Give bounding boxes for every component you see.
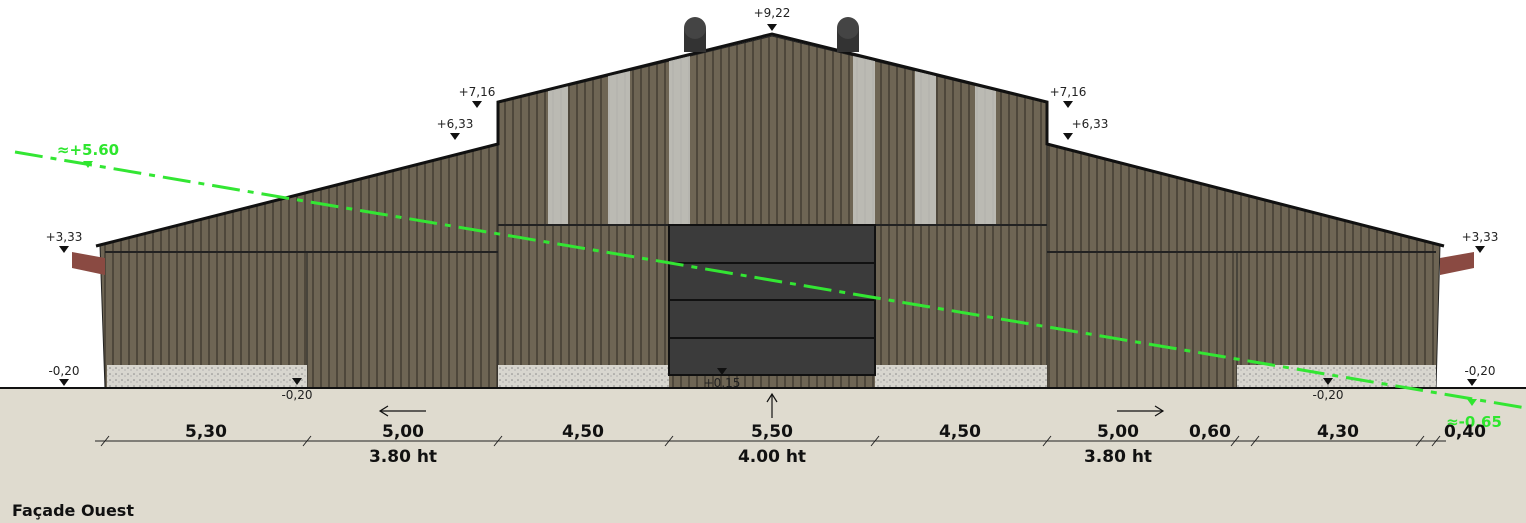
level-marker <box>767 24 777 31</box>
dimension-tick <box>1042 435 1052 447</box>
level-marker <box>717 368 727 375</box>
level-marker <box>83 161 93 168</box>
level-label: +3,33 <box>46 230 83 244</box>
level-marker <box>292 378 302 385</box>
level-label: -0,20 <box>1464 364 1495 378</box>
opening-height: 3.80 ht <box>1084 447 1152 467</box>
dimension-label: 5,50 <box>751 422 793 442</box>
level-marker <box>1063 133 1073 140</box>
dimension-tick <box>1431 435 1441 447</box>
dimension-label: 5,00 <box>1097 422 1139 442</box>
dimension-tick <box>664 435 674 447</box>
level-label: +9,22 <box>754 6 791 20</box>
dimension-tick <box>870 435 880 447</box>
opening-height: 3.80 ht <box>369 447 437 467</box>
level-marker <box>1063 101 1073 108</box>
dimension-tick <box>100 435 110 447</box>
dimension-tick <box>1415 435 1425 447</box>
level-label: -0,20 <box>281 388 312 402</box>
dimension-label: 5,30 <box>185 422 227 442</box>
dimension-tick <box>1230 435 1240 447</box>
ground <box>0 388 1526 523</box>
level-marker <box>472 101 482 108</box>
terrain-level-label: ≈-0.65 <box>1446 413 1502 431</box>
terrain-line <box>14 150 1526 410</box>
level-marker <box>1467 399 1477 406</box>
arrows <box>378 392 1165 418</box>
dimension-label: 0,60 <box>1189 422 1231 442</box>
level-marker <box>450 133 460 140</box>
dimension-tick <box>1250 435 1260 447</box>
dimension-label: 5,00 <box>382 422 424 442</box>
dimension-label: 4,50 <box>939 422 981 442</box>
level-marker <box>1323 378 1333 385</box>
level-label: +6,33 <box>1072 117 1109 131</box>
level-label: +7,16 <box>1050 85 1087 99</box>
level-marker <box>59 246 69 253</box>
dimension-tick <box>493 435 503 447</box>
terrain-level-label: ≈+5.60 <box>57 141 119 159</box>
dimension-label: 4,30 <box>1317 422 1359 442</box>
level-label: +6,33 <box>437 117 474 131</box>
level-label: -0,20 <box>48 364 79 378</box>
level-marker <box>1467 379 1477 386</box>
view-title: Façade Ouest <box>12 501 134 520</box>
dimension-label: 0,40 <box>1444 422 1486 442</box>
dimension-tick <box>302 435 312 447</box>
level-label: +0,15 <box>704 376 741 390</box>
building <box>0 17 1526 389</box>
level-marker <box>1475 246 1485 253</box>
level-marker <box>59 379 69 386</box>
dimension-label: 4,50 <box>562 422 604 442</box>
level-label: -0,20 <box>1312 388 1343 402</box>
opening-height: 4.00 ht <box>738 447 806 467</box>
level-label: +7,16 <box>459 85 496 99</box>
level-label: +3,33 <box>1462 230 1499 244</box>
